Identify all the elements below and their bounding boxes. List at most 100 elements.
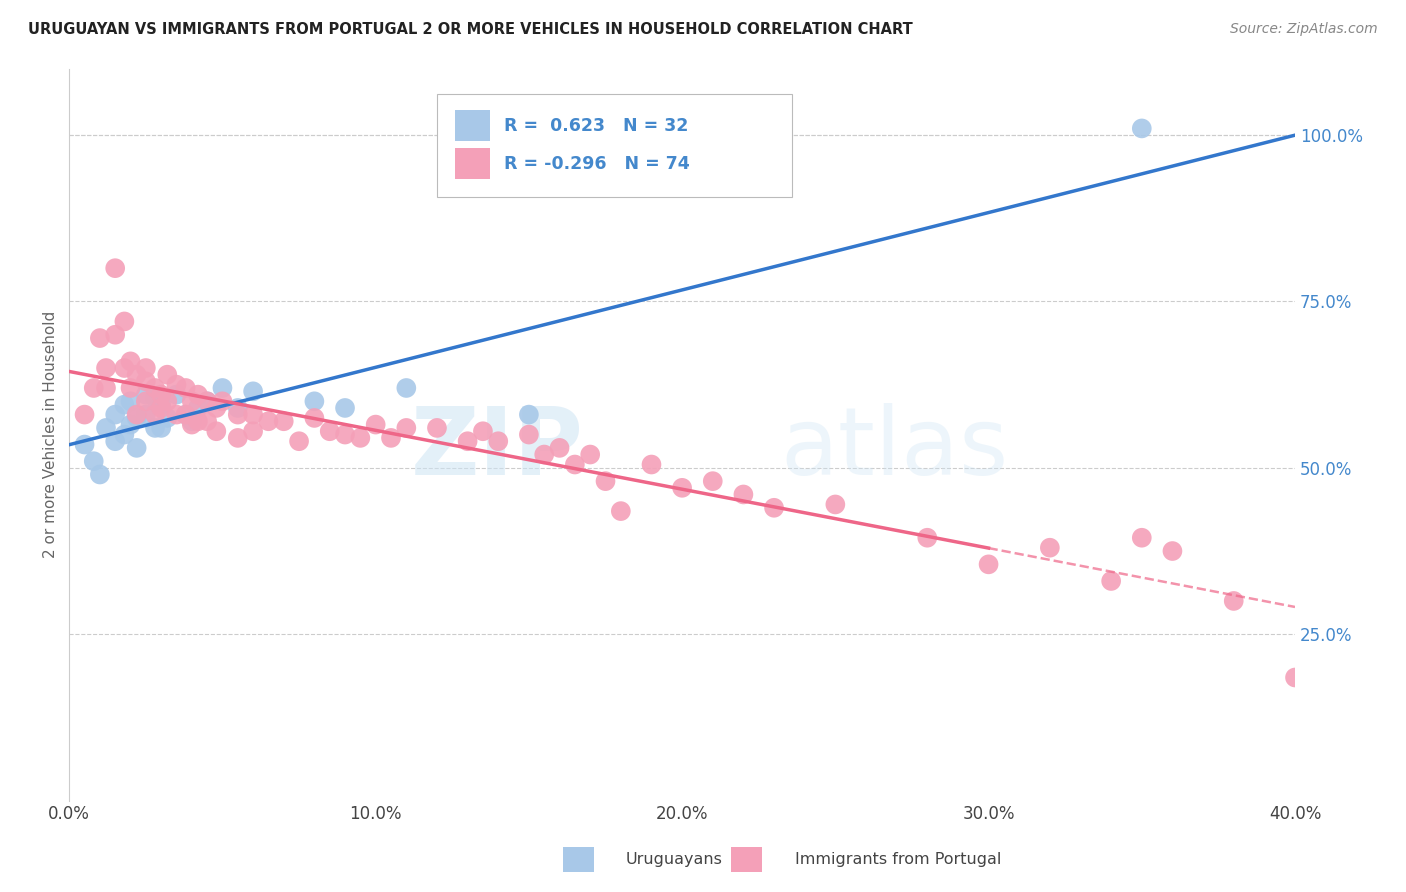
Point: [1130, 121, 1153, 136]
Point: [226, 408, 249, 422]
Point: [143, 381, 166, 395]
Point: [457, 434, 479, 449]
Point: [156, 368, 179, 382]
Point: [143, 391, 166, 405]
Point: [349, 431, 371, 445]
Point: [83, 381, 105, 395]
Point: [166, 377, 188, 392]
Point: [977, 558, 1000, 572]
Point: [174, 408, 197, 422]
Point: [174, 381, 197, 395]
Point: [195, 414, 218, 428]
Point: [211, 381, 233, 395]
Point: [104, 434, 127, 449]
Point: [319, 424, 342, 438]
Point: [533, 448, 555, 462]
Point: [579, 448, 602, 462]
Point: [1161, 544, 1184, 558]
Point: [242, 384, 264, 399]
Bar: [456, 111, 489, 141]
Point: [135, 408, 157, 422]
Point: [94, 421, 117, 435]
Point: [257, 414, 280, 428]
Point: [242, 408, 264, 422]
Point: [120, 394, 142, 409]
Point: [112, 314, 135, 328]
Point: [112, 398, 135, 412]
Point: [395, 421, 418, 435]
Point: [89, 331, 111, 345]
Point: [143, 421, 166, 435]
Point: [426, 421, 449, 435]
Text: Uruguayans: Uruguayans: [626, 853, 723, 867]
Point: [1130, 531, 1153, 545]
Point: [156, 394, 179, 409]
Point: [333, 427, 356, 442]
Point: [288, 434, 311, 449]
Point: [180, 417, 202, 432]
Point: [94, 361, 117, 376]
Point: [304, 411, 326, 425]
Point: [195, 394, 218, 409]
Point: [120, 381, 142, 395]
Point: [1284, 671, 1306, 685]
Point: [304, 394, 326, 409]
Point: [143, 408, 166, 422]
Text: Immigrants from Portugal: Immigrants from Portugal: [794, 853, 1001, 867]
Point: [135, 361, 157, 376]
Point: [135, 387, 157, 401]
Point: [733, 487, 755, 501]
Point: [195, 394, 218, 409]
FancyBboxPatch shape: [437, 95, 793, 196]
Y-axis label: 2 or more Vehicles in Household: 2 or more Vehicles in Household: [44, 311, 58, 558]
Point: [671, 481, 693, 495]
Point: [205, 424, 228, 438]
Point: [595, 474, 617, 488]
Point: [89, 467, 111, 482]
Bar: [456, 148, 489, 179]
Text: R =  0.623   N = 32: R = 0.623 N = 32: [505, 117, 689, 135]
Point: [273, 414, 295, 428]
Point: [180, 394, 202, 409]
Point: [471, 424, 494, 438]
Point: [125, 368, 148, 382]
Point: [73, 408, 96, 422]
Point: [242, 424, 264, 438]
Point: [364, 417, 387, 432]
Point: [640, 458, 662, 472]
Point: [104, 327, 127, 342]
Text: ZIP: ZIP: [411, 403, 583, 495]
Point: [205, 401, 228, 415]
Point: [1222, 594, 1244, 608]
Point: [150, 401, 173, 415]
Point: [517, 408, 540, 422]
Point: [610, 504, 633, 518]
Point: [94, 381, 117, 395]
Point: [135, 394, 157, 409]
Point: [1099, 574, 1122, 588]
Point: [187, 414, 209, 428]
Point: [166, 408, 188, 422]
Point: [125, 441, 148, 455]
Point: [380, 431, 402, 445]
Point: [135, 374, 157, 388]
Point: [112, 361, 135, 376]
Point: [112, 427, 135, 442]
Point: [763, 500, 786, 515]
Point: [517, 427, 540, 442]
Point: [83, 454, 105, 468]
Point: [180, 414, 202, 428]
Point: [187, 387, 209, 401]
Point: [125, 411, 148, 425]
Point: [166, 387, 188, 401]
Point: [104, 261, 127, 276]
Point: [824, 498, 846, 512]
Point: [395, 381, 418, 395]
Point: [702, 474, 724, 488]
Point: [226, 431, 249, 445]
Point: [548, 441, 571, 455]
Point: [150, 387, 173, 401]
Point: [120, 417, 142, 432]
Point: [187, 401, 209, 415]
Point: [150, 421, 173, 435]
